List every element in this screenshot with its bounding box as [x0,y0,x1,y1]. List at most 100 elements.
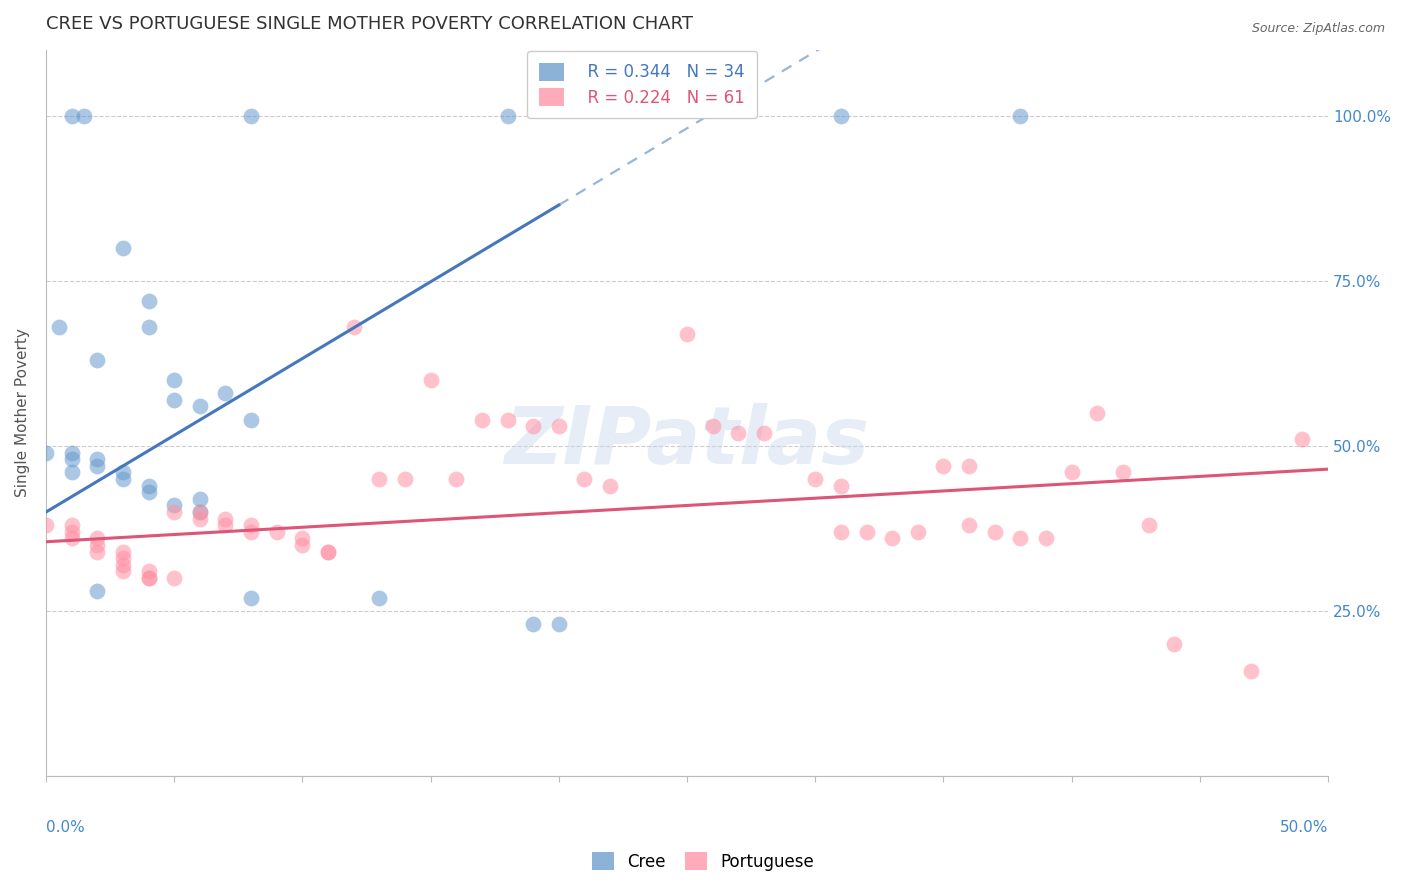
Point [547,419,569,434]
Point [188,505,211,519]
Point [188,400,211,414]
Point [957,518,980,533]
Point [111,565,134,579]
Point [111,466,134,480]
Legend:   R = 0.344   N = 34,   R = 0.224   N = 61: R = 0.344 N = 34, R = 0.224 N = 61 [527,51,756,119]
Point [547,617,569,632]
Point [1137,518,1160,533]
Point [214,511,236,525]
Point [830,478,852,492]
Point [1163,637,1185,651]
Point [138,571,160,585]
Point [291,532,314,546]
Point [266,524,288,539]
Point [368,591,391,605]
Point [882,532,904,546]
Point [984,524,1007,539]
Point [60,445,83,459]
Point [599,478,621,492]
Point [35,445,58,459]
Point [86,458,108,473]
Point [1085,406,1108,420]
Point [163,392,186,407]
Point [446,472,468,486]
Point [932,458,955,473]
Text: Source: ZipAtlas.com: Source: ZipAtlas.com [1251,22,1385,36]
Point [163,505,186,519]
Point [111,558,134,572]
Point [73,109,96,123]
Point [291,538,314,552]
Point [343,320,366,334]
Text: CREE VS PORTUGUESE SINGLE MOTHER POVERTY CORRELATION CHART: CREE VS PORTUGUESE SINGLE MOTHER POVERTY… [46,15,693,33]
Point [60,524,83,539]
Point [830,524,852,539]
Point [60,518,83,533]
Point [86,544,108,558]
Point [1240,664,1263,678]
Point [86,532,108,546]
Point [804,472,827,486]
Point [214,386,236,401]
Point [86,584,108,599]
Point [574,472,596,486]
Point [240,518,263,533]
Point [471,412,494,426]
Point [496,412,519,426]
Point [702,419,724,434]
Y-axis label: Single Mother Poverty: Single Mother Poverty [15,328,30,498]
Point [60,532,83,546]
Point [163,499,186,513]
Point [522,617,544,632]
Point [60,466,83,480]
Point [111,472,134,486]
Point [1060,466,1083,480]
Point [111,551,134,566]
Point [419,373,441,387]
Text: ZIPatlas: ZIPatlas [505,403,869,481]
Point [394,472,416,486]
Point [240,412,263,426]
Point [138,320,160,334]
Point [316,544,339,558]
Point [111,544,134,558]
Point [188,491,211,506]
Point [138,293,160,308]
Point [163,571,186,585]
Point [240,524,263,539]
Point [60,109,83,123]
Point [240,591,263,605]
Point [496,109,519,123]
Point [752,425,775,440]
Point [676,326,699,341]
Point [138,565,160,579]
Point [86,452,108,467]
Text: 50.0%: 50.0% [1279,820,1329,835]
Point [727,425,749,440]
Point [35,518,58,533]
Point [138,478,160,492]
Point [1010,109,1032,123]
Point [1291,433,1313,447]
Point [188,511,211,525]
Point [188,505,211,519]
Point [855,524,877,539]
Point [111,241,134,255]
Point [214,518,236,533]
Point [368,472,391,486]
Point [830,109,852,123]
Point [138,485,160,500]
Point [522,419,544,434]
Point [86,538,108,552]
Point [240,109,263,123]
Point [138,571,160,585]
Legend: Cree, Portuguese: Cree, Portuguese [583,844,823,880]
Point [60,452,83,467]
Point [957,458,980,473]
Point [163,373,186,387]
Point [1035,532,1057,546]
Point [1010,532,1032,546]
Point [86,353,108,368]
Point [48,320,70,334]
Point [1112,466,1135,480]
